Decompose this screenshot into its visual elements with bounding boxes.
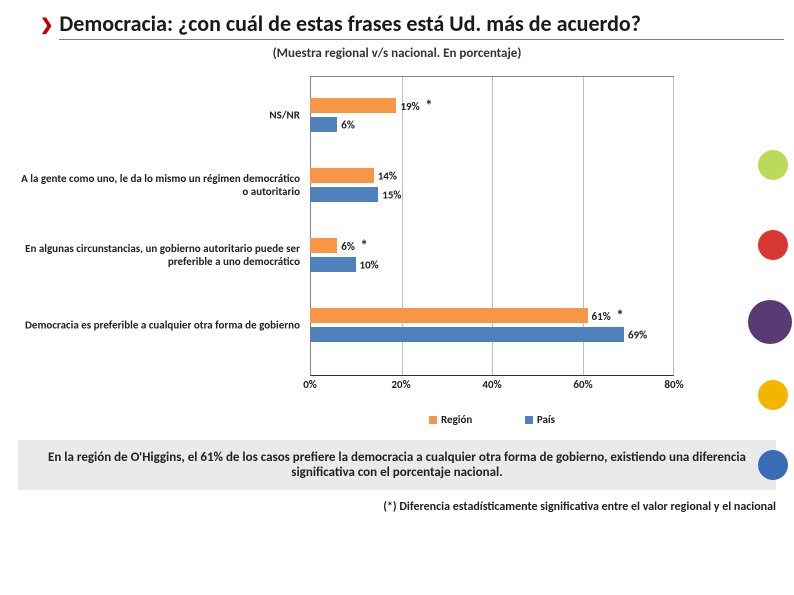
bar-group: En algunas circunstancias, un gobierno a… — [310, 236, 674, 274]
bar-group: A la gente como uno, le da lo mismo un r… — [310, 166, 674, 204]
bar-pais: 15% — [310, 187, 378, 202]
x-tick-label: 60% — [573, 378, 592, 391]
legend-label-region: Región — [441, 413, 472, 426]
bar-value-region: 6% * — [341, 237, 368, 255]
page-subtitle: (Muestra regional v/s nacional. En porce… — [0, 46, 794, 61]
bar-value-region: 61% * — [592, 307, 624, 325]
category-label: A la gente como uno, le da lo mismo un r… — [20, 172, 300, 198]
legend-pais: País — [525, 413, 555, 426]
bar-pais: 10% — [310, 257, 356, 272]
decor-dot — [758, 230, 788, 260]
bar-region: 19% * — [310, 98, 396, 113]
legend: Región País — [310, 413, 674, 426]
decor-dot — [758, 150, 788, 180]
bar-value-pais: 69% — [628, 328, 647, 341]
bar-group: Democracia es preferible a cualquier otr… — [310, 306, 674, 344]
bar-region: 6% * — [310, 238, 337, 253]
bar-value-region: 19% * — [400, 97, 432, 115]
decor-dot — [758, 380, 788, 410]
title-bullet: ❯ — [40, 15, 53, 35]
bar-value-region: 14% — [378, 169, 397, 182]
legend-label-pais: País — [537, 413, 555, 426]
x-tick-label: 80% — [664, 378, 683, 391]
bar-group: NS/NR19% *6% — [310, 96, 674, 134]
bar-value-pais: 6% — [341, 118, 355, 131]
footnote: (*) Diferencia estadísticamente signific… — [18, 500, 776, 514]
bar-pais: 6% — [310, 117, 337, 132]
decor-dot — [758, 450, 788, 480]
bar-region: 61% * — [310, 308, 588, 323]
legend-swatch-pais — [525, 416, 533, 424]
decor-dot — [748, 300, 792, 344]
x-tick-label: 20% — [391, 378, 410, 391]
x-axis: 0%20%40%60%80% — [310, 376, 674, 396]
bar-value-pais: 15% — [382, 188, 401, 201]
bar-region: 14% — [310, 168, 374, 183]
note-box: En la región de O'Higgins, el 61% de los… — [18, 440, 776, 490]
x-tick-label: 0% — [303, 378, 317, 391]
chart: NS/NR 19% * 6% A la gente como uno, le da l… — [20, 76, 674, 426]
category-label: Democracia es preferible a cualquier otr… — [20, 318, 300, 331]
page-title: Democracia: ¿con cuál de estas frases es… — [59, 10, 784, 40]
legend-region: Región — [429, 413, 472, 426]
category-label: En algunas circunstancias, un gobierno a… — [20, 242, 300, 268]
bar-pais: 69% — [310, 327, 624, 342]
x-tick-label: 40% — [482, 378, 501, 391]
legend-swatch-region — [429, 416, 437, 424]
bar-value-pais: 10% — [360, 258, 379, 271]
category-label: NS/NR — [20, 108, 300, 121]
